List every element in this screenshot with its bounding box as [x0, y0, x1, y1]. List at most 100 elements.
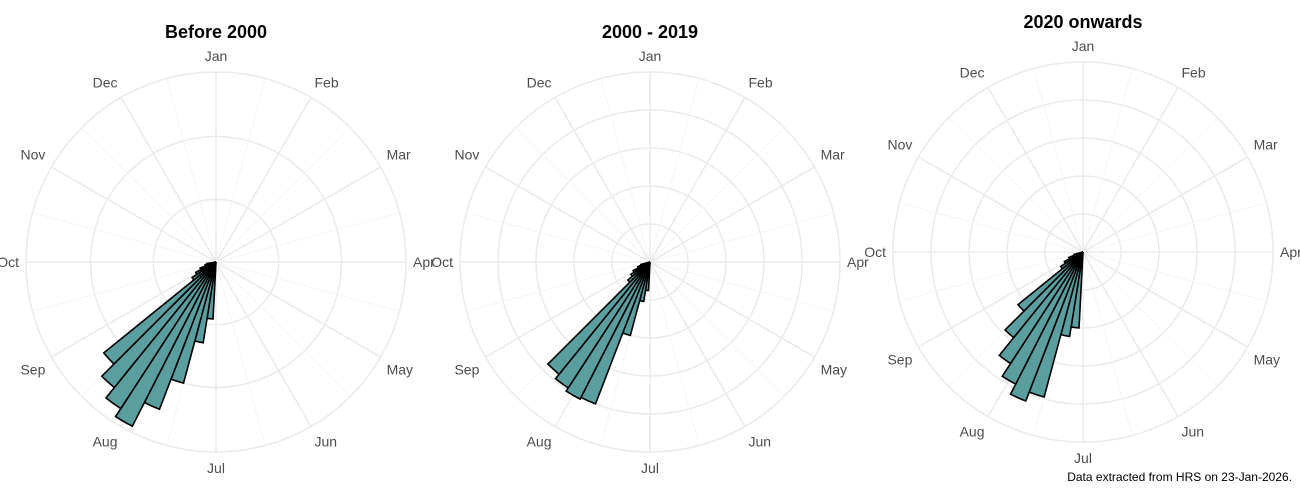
grid-spoke [987, 87, 1084, 253]
polar-chart-1: Before 2000 Jan Feb Mar Apr May Jun Jul Aug Sep Oc… [0, 22, 435, 476]
month-label-jun: Jun [749, 434, 772, 450]
month-label-may: May [387, 362, 413, 378]
month-label-feb: Feb [749, 74, 773, 90]
grid-spoke [120, 97, 217, 263]
grid-spoke-minor [466, 212, 651, 263]
bar-6 [998, 251, 1084, 365]
month-label-nov: Nov [20, 147, 45, 163]
bar-6 [554, 261, 651, 389]
month-label-jun: Jun [315, 434, 338, 450]
bar-7 [546, 261, 651, 376]
grid-spoke [1082, 156, 1248, 253]
bar-7 [100, 261, 217, 389]
grid-spoke [215, 97, 312, 263]
chart-title: Before 2000 [165, 22, 267, 42]
month-label-jun: Jun [1182, 424, 1205, 440]
chart-title: 2020 onwards [1023, 12, 1142, 32]
grid-spoke [215, 261, 312, 427]
bar-12 [1072, 251, 1084, 257]
grid-spoke-minor [215, 261, 400, 312]
month-label-jan: Jan [639, 48, 662, 64]
grid-spoke-minor [1082, 202, 1267, 253]
bar-6 [104, 261, 217, 410]
month-label-aug: Aug [527, 434, 552, 450]
bar-5 [565, 261, 651, 401]
grid-spoke-minor [1033, 68, 1084, 253]
grid-spoke-minor [166, 78, 217, 263]
month-label-jul: Jul [207, 460, 225, 476]
month-label-aug: Aug [93, 434, 118, 450]
grid-spoke-minor [649, 127, 785, 263]
grid-spoke-minor [899, 202, 1084, 253]
chart-title: 2000 - 2019 [602, 22, 698, 42]
month-label-jul: Jul [641, 460, 659, 476]
grid-spoke [918, 156, 1084, 253]
month-label-mar: Mar [821, 147, 845, 163]
month-label-oct: Oct [864, 244, 886, 260]
grid-spoke-minor [948, 117, 1084, 253]
grid-spoke [485, 261, 651, 358]
month-label-may: May [1254, 352, 1280, 368]
grid-spoke-minor [515, 127, 651, 263]
month-label-apr: Apr [847, 254, 869, 270]
month-label-apr: Apr [413, 254, 435, 270]
grid-spoke-minor [649, 261, 785, 397]
month-label-nov: Nov [454, 147, 479, 163]
month-label-jul: Jul [1074, 450, 1092, 466]
bar-12 [639, 261, 651, 267]
grid-spoke-minor [81, 127, 217, 263]
polar-chart-3: 2020 onwards Jan Feb Mar Apr May Jun Jul Aug Sep O… [864, 12, 1300, 466]
grid-spoke-minor [466, 261, 651, 312]
grid-spoke-minor [649, 212, 834, 263]
grid-spoke-minor [1082, 251, 1267, 302]
bar-7 [1003, 251, 1084, 339]
grid-spoke-minor [1082, 68, 1133, 253]
grid-spoke-minor [1082, 251, 1133, 436]
month-label-dec: Dec [527, 74, 552, 90]
month-label-dec: Dec [93, 74, 118, 90]
grid-spoke [649, 261, 815, 358]
grid-spoke-minor [32, 261, 217, 312]
grid-spoke [1082, 87, 1179, 253]
bar-8 [1016, 251, 1084, 313]
month-label-sep: Sep [20, 362, 45, 378]
grid-spoke-minor [1082, 117, 1218, 253]
grid-spoke [649, 166, 815, 263]
month-label-jan: Jan [205, 48, 228, 64]
data-source-caption: Data extracted from HRS on 23-Jan-2026. [1067, 470, 1292, 484]
month-label-apr: Apr [1280, 244, 1300, 260]
bar-13 [205, 261, 217, 266]
grid-spoke [649, 97, 746, 263]
grid-spoke-minor [32, 212, 217, 263]
grid-spoke-minor [649, 261, 834, 312]
grid-spoke [51, 166, 217, 263]
grid-spoke [649, 261, 746, 427]
grid-spoke-minor [215, 127, 351, 263]
bar-8 [102, 261, 217, 366]
grid-spoke-minor [899, 251, 1084, 302]
month-label-nov: Nov [887, 137, 912, 153]
grid-spoke [485, 166, 651, 263]
grid-spoke-minor [649, 78, 700, 263]
polar-chart-2: 2000 - 2019 Jan Feb Mar Apr May Jun Jul Aug Sep Oc… [431, 22, 869, 476]
grid-spoke [918, 251, 1084, 348]
month-label-oct: Oct [0, 254, 19, 270]
grid-spoke-minor [1082, 251, 1218, 387]
month-label-may: May [821, 362, 847, 378]
month-label-mar: Mar [1254, 137, 1278, 153]
month-label-feb: Feb [315, 74, 339, 90]
grid-spoke [1082, 251, 1248, 348]
bar-5 [1001, 251, 1084, 386]
month-label-jan: Jan [1072, 38, 1095, 54]
grid-spoke [51, 261, 217, 358]
grid-spoke [1082, 251, 1179, 417]
grid-spoke-minor [649, 261, 700, 446]
grid-spoke [554, 97, 651, 263]
month-label-aug: Aug [960, 424, 985, 440]
grid-spoke-minor [215, 78, 266, 263]
month-label-feb: Feb [1182, 64, 1206, 80]
grid-spoke [215, 261, 381, 358]
grid-spoke [215, 166, 381, 263]
bar-5 [114, 261, 217, 428]
